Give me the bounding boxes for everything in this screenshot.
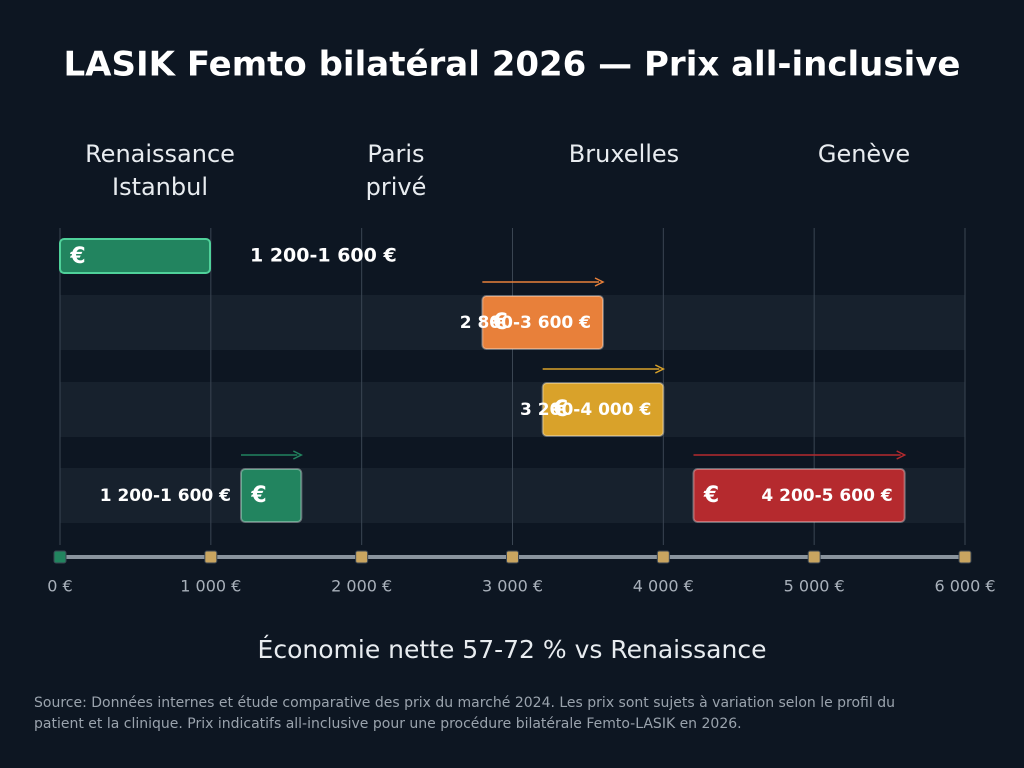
column-header: Paris <box>367 140 424 168</box>
bar-symbol: € <box>492 310 508 335</box>
bar <box>541 382 665 437</box>
bar-label: 3 200-4 000 € <box>520 400 651 420</box>
axis-tick <box>355 550 369 564</box>
column-header: privé <box>366 173 427 201</box>
column-header: Bruxelles <box>569 140 679 168</box>
source-note: Source: Données internes et étude compar… <box>34 695 895 711</box>
arrow-head <box>896 450 907 460</box>
axis-tick <box>204 550 218 564</box>
legend-swatch <box>59 238 211 274</box>
source-note: patient et la clinique. Prix indicatifs … <box>34 716 742 732</box>
arrow-head <box>654 364 666 374</box>
bar-symbol: € <box>250 483 266 508</box>
x-tick-label: 0 € <box>47 577 72 596</box>
column-header: Istanbul <box>112 173 208 201</box>
subtitle: Économie nette 57-72 % vs Renaissance <box>258 635 767 664</box>
bar-label: 1 200-1 600 € <box>100 486 231 506</box>
legend-symbol: € <box>69 244 85 269</box>
axis-tick <box>53 550 67 564</box>
bar <box>481 295 605 350</box>
x-tick-label: 4 000 € <box>633 577 694 596</box>
x-tick-label: 6 000 € <box>934 577 995 596</box>
chart-title: LASIK Femto bilatéral 2026 — Prix all-in… <box>64 45 961 85</box>
column-header: Renaissance <box>85 140 235 168</box>
legend-label: 1 200-1 600 € <box>250 245 397 267</box>
x-tick-label: 2 000 € <box>331 577 392 596</box>
axis-tick <box>506 550 519 564</box>
x-tick-label: 3 000 € <box>482 577 543 596</box>
axis-tick <box>807 550 821 564</box>
axis-tick <box>656 550 670 564</box>
arrow-head <box>594 277 605 287</box>
axis-tick <box>958 550 972 564</box>
bar <box>240 468 303 523</box>
bar-symbol: € <box>703 483 719 508</box>
x-tick-label: 5 000 € <box>784 577 845 596</box>
column-header: Genève <box>818 140 910 168</box>
bar-label: 4 200-5 600 € <box>761 486 892 506</box>
bar-symbol: € <box>552 397 568 422</box>
bar-label: 2 800-3 600 € <box>460 313 591 333</box>
arrow-head <box>292 450 304 460</box>
bar <box>692 468 906 523</box>
x-tick-label: 1 000 € <box>180 577 241 596</box>
